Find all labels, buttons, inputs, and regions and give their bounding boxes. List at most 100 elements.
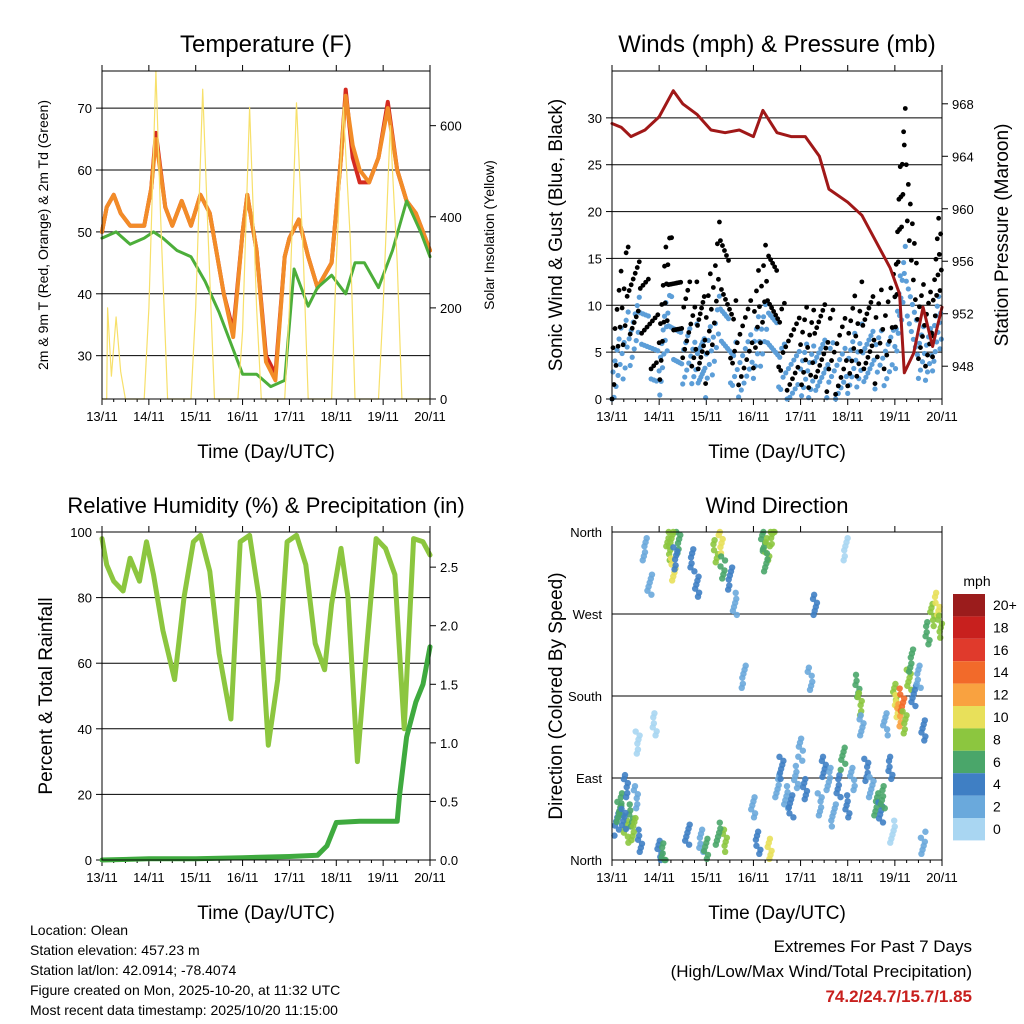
wind_direction-point: [913, 680, 920, 687]
winds-point-wind: [865, 370, 871, 376]
winds-point-wind: [629, 354, 635, 360]
winds-point-gust: [680, 355, 686, 361]
winds-point-gust: [636, 259, 642, 265]
winds-point-gust: [833, 391, 838, 397]
winds-point-gust: [831, 349, 837, 355]
winds-frame: [611, 70, 943, 400]
winds-ytick-label: 20: [588, 205, 602, 220]
winds-point-gust: [657, 377, 663, 382]
winds-point-gust: [845, 383, 851, 389]
humidity-panel: [96, 526, 436, 866]
humidity-xtick-label: 17/11: [274, 870, 306, 885]
winds-point-wind: [778, 386, 784, 392]
winds-point-wind: [659, 365, 666, 371]
winds-y2tick-label: 948: [952, 359, 974, 374]
winds-line-pressure: [610, 89, 944, 375]
winds-point-gust: [909, 221, 915, 227]
wind_direction-point: [636, 848, 643, 855]
winds-point-gust: [779, 306, 785, 312]
winds-point-gust: [932, 313, 938, 319]
winds-point-gust: [850, 305, 856, 311]
winds-point-wind: [881, 383, 887, 389]
winds-point-gust: [705, 293, 711, 299]
winds-point-gust: [613, 362, 619, 368]
wind_direction-legend-swatch: [953, 818, 985, 841]
wind_direction-point: [772, 793, 779, 801]
winds-point-wind: [899, 277, 905, 283]
winds-point-wind: [757, 363, 764, 369]
winds-point-wind: [746, 366, 752, 372]
winds-point-gust: [754, 288, 759, 294]
temperature-xtick-label: 20/11: [414, 409, 446, 424]
winds-point-gust: [852, 293, 858, 299]
wind_direction-point: [650, 714, 657, 721]
wind_direction-legend-label: 16: [993, 642, 1009, 658]
wind_direction-point: [828, 823, 836, 830]
winds-xtick-label: 20/11: [926, 409, 958, 424]
wind_direction-point: [904, 682, 911, 689]
winds-point-gust: [660, 338, 665, 344]
winds-point-gust: [932, 277, 937, 283]
winds-point-wind: [745, 339, 751, 345]
winds-point-wind: [706, 361, 712, 368]
winds-point-gust: [798, 342, 803, 348]
wind_direction-legend-swatch: [953, 750, 985, 774]
winds-point-gust: [893, 324, 898, 330]
wind_direction-point: [712, 559, 719, 566]
winds-point-wind: [744, 373, 750, 379]
wind_direction-point: [696, 844, 703, 851]
temperature-ytick-label: 30: [78, 349, 92, 364]
winds-point-wind: [669, 293, 675, 300]
winds-point-wind: [919, 359, 926, 365]
wind_direction-point: [790, 814, 797, 821]
winds-point-wind: [660, 327, 666, 333]
wind_direction-point: [766, 855, 773, 863]
wind_direction-point: [815, 812, 823, 819]
winds-point-wind: [901, 259, 907, 266]
station-info: Location: Olean Station elevation: 457.2…: [30, 920, 340, 1020]
winds-point-gust: [709, 342, 715, 348]
winds-point-gust: [858, 348, 864, 354]
winds-point-gust: [862, 317, 868, 323]
winds-point-gust: [645, 276, 651, 282]
wind_direction-point: [757, 535, 765, 543]
wind_direction-point: [806, 686, 814, 694]
winds-point-gust: [899, 161, 905, 167]
winds-point-gust: [904, 218, 910, 224]
winds-panel: [606, 65, 948, 405]
winds-point-gust: [817, 362, 823, 368]
wind_direction-panel: [611, 526, 985, 866]
winds-point-gust: [928, 289, 933, 295]
winds-point-gust: [877, 340, 883, 346]
winds-point-gust: [770, 260, 776, 266]
wind_direction-point: [703, 855, 711, 863]
winds-point-gust: [714, 241, 720, 247]
winds-point-gust: [619, 305, 625, 311]
wind_direction-point: [912, 702, 919, 710]
winds-point-wind: [817, 379, 823, 385]
winds-point-wind: [711, 358, 717, 364]
wind_direction-point: [828, 817, 835, 824]
winds-point-gust: [809, 320, 815, 325]
wind_direction-legend-label: 18: [993, 619, 1009, 635]
wind_direction-point: [614, 798, 621, 806]
winds-point-gust: [906, 238, 912, 244]
wind_direction-point: [760, 568, 768, 575]
winds-point-gust: [878, 287, 884, 293]
winds-point-gust: [804, 304, 810, 310]
winds-point-wind: [655, 348, 661, 354]
wind_direction-point: [622, 793, 630, 801]
winds-point-gust: [794, 321, 799, 327]
wind_direction-point: [884, 732, 891, 739]
winds-point-gust: [868, 299, 874, 305]
winds-point-wind: [937, 346, 943, 352]
winds-point-gust: [745, 306, 751, 312]
winds-point-gust: [806, 385, 812, 391]
winds-point-wind: [689, 381, 695, 387]
wind_direction-point: [700, 847, 708, 855]
winds-point-wind: [908, 328, 914, 335]
winds-point-gust: [732, 348, 737, 354]
winds-point-gust: [658, 358, 664, 363]
winds-point-gust: [881, 366, 887, 372]
winds-point-gust: [775, 316, 781, 322]
